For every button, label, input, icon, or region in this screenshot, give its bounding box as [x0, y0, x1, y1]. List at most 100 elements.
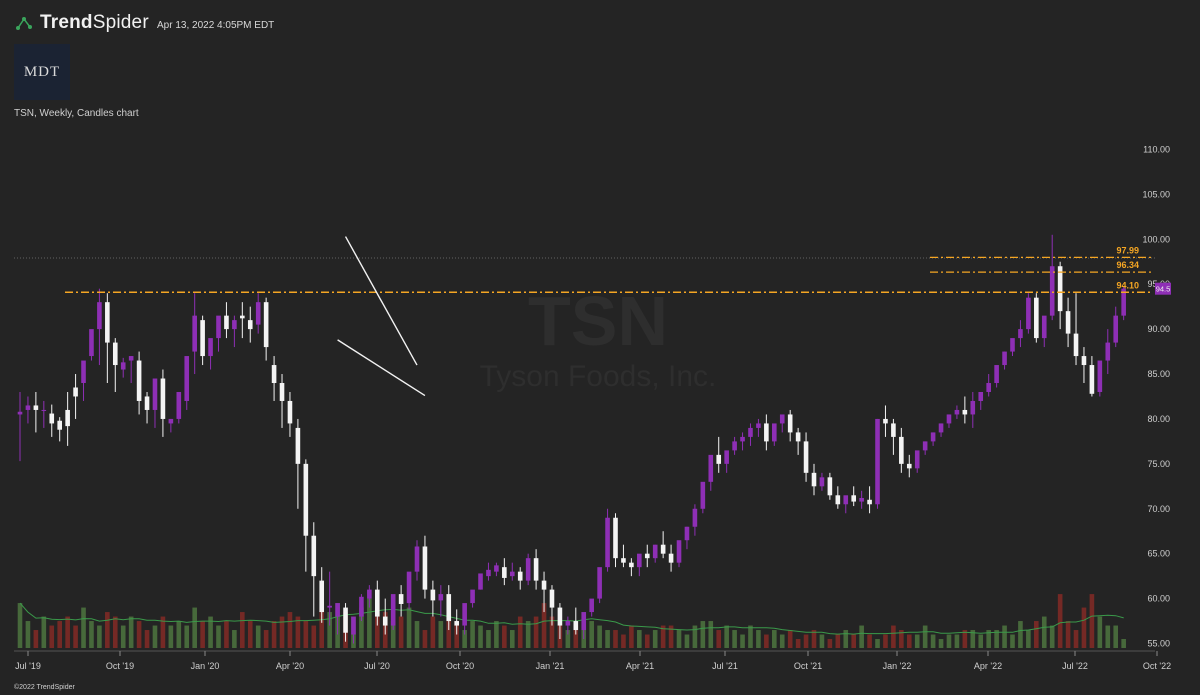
candle-body — [795, 432, 801, 442]
volume-bar — [1121, 639, 1126, 648]
volume-bar — [1057, 594, 1063, 648]
candle-body — [303, 463, 309, 536]
x-tick-label: Jul '19 — [15, 661, 41, 671]
candle-body — [740, 436, 745, 442]
candle-body — [1073, 333, 1079, 357]
volume-bar — [327, 612, 332, 648]
candle-body — [335, 603, 340, 617]
candle-body — [168, 418, 174, 424]
candle-body — [430, 589, 436, 601]
candle-body — [533, 558, 539, 581]
volume-bar — [906, 634, 912, 648]
candle-body — [263, 302, 269, 348]
candle-body — [422, 546, 428, 590]
volume-bars — [17, 594, 1126, 648]
volume-bar — [319, 607, 325, 648]
volume-bar — [764, 634, 769, 648]
volume-bar — [756, 630, 761, 648]
candle-body — [398, 594, 404, 604]
volume-bar — [160, 616, 166, 648]
candle-body — [994, 365, 999, 384]
candle-body — [224, 315, 229, 330]
volume-bar — [819, 634, 825, 648]
candle-body — [1089, 365, 1095, 394]
volume-bar — [1034, 621, 1039, 648]
volume-bar — [954, 634, 960, 648]
candle-body — [1041, 315, 1047, 339]
candle-body — [803, 441, 809, 473]
candle-body — [128, 356, 134, 361]
volume-bar — [986, 630, 991, 648]
candle-body — [486, 569, 491, 577]
candle-body — [573, 621, 579, 631]
candle-body — [502, 567, 507, 578]
y-tick-label: 105.00 — [1142, 189, 1170, 199]
volume-bar — [613, 630, 618, 648]
volume-bar — [208, 616, 213, 648]
volume-bar — [486, 630, 491, 648]
volume-bar — [914, 634, 920, 648]
candle-body — [1121, 288, 1126, 316]
brand-name: TrendSpider — [40, 12, 149, 33]
candle-body — [33, 405, 39, 410]
candle-body — [1097, 360, 1103, 392]
volume-bar — [136, 621, 142, 648]
candle-body — [922, 441, 928, 451]
level-label: 94.10 — [1116, 280, 1139, 290]
y-tick-label: 100.00 — [1142, 234, 1170, 244]
candle-body — [986, 383, 991, 392]
candle-body — [1034, 297, 1039, 339]
x-tick-label: Oct '21 — [794, 661, 822, 671]
candle-body — [25, 405, 31, 410]
candle-body — [883, 418, 888, 424]
volume-bar — [517, 616, 523, 648]
x-tick-label: Apr '22 — [974, 661, 1002, 671]
candle-body — [954, 409, 960, 415]
volume-bar — [835, 634, 841, 648]
watermark: TSN Tyson Foods, Inc. — [480, 282, 717, 393]
candle-body — [724, 450, 729, 464]
volume-bar — [271, 621, 277, 648]
y-tick-label: 70.00 — [1147, 504, 1170, 514]
candle-body — [271, 365, 277, 384]
volume-bar — [152, 625, 158, 648]
x-tick-label: Jul '20 — [364, 661, 390, 671]
volume-bar — [668, 625, 674, 648]
candle-body — [660, 544, 666, 554]
candle-body — [676, 540, 682, 563]
candle-body — [843, 495, 849, 505]
candle-body — [160, 378, 166, 419]
candle-body — [192, 315, 197, 352]
candle-body — [255, 302, 261, 325]
volume-bar — [621, 634, 626, 648]
volume-bar — [398, 616, 404, 648]
mdt-logo: MDT — [14, 44, 70, 100]
x-tick-label: Oct '20 — [446, 661, 474, 671]
candle-body — [756, 423, 761, 428]
volume-bar — [843, 630, 849, 648]
candle-body — [827, 477, 833, 496]
volume-bar — [1049, 625, 1055, 648]
candle-body — [565, 621, 571, 626]
candle-body — [811, 472, 817, 487]
candle-body — [89, 329, 94, 357]
volume-bar — [406, 607, 412, 648]
candle-body — [200, 320, 205, 357]
volume-bar — [367, 598, 372, 648]
volume-bar — [724, 625, 729, 648]
volume-bar — [303, 621, 309, 648]
candle-body — [1010, 338, 1015, 352]
candle-body — [748, 427, 753, 437]
chart-subtitle: TSN, Weekly, Candles chart — [14, 108, 139, 119]
volume-bar — [462, 630, 467, 648]
volume-bar — [716, 630, 722, 648]
volume-bar — [263, 630, 269, 648]
volume-bar — [144, 630, 150, 648]
volume-bar — [676, 630, 682, 648]
candle-body — [81, 360, 86, 384]
volume-bar — [1010, 634, 1015, 648]
candle-body — [1065, 311, 1071, 334]
candle-body — [375, 589, 380, 617]
volume-bar — [827, 639, 833, 648]
candle-body — [605, 517, 610, 568]
